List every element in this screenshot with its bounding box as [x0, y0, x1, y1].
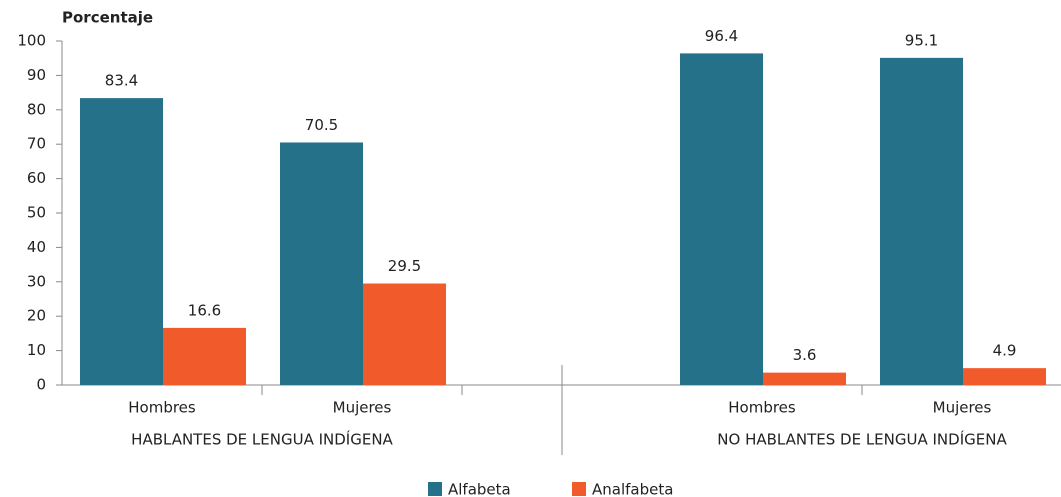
y-tick-label: 0 — [36, 376, 46, 394]
value-label: 70.5 — [305, 116, 338, 134]
legend-swatch — [428, 482, 442, 496]
value-label: 4.9 — [993, 342, 1017, 360]
value-label: 16.6 — [188, 301, 221, 319]
x-tick-label: Hombres — [128, 399, 196, 417]
bar — [963, 368, 1046, 385]
x-tick-label: Mujeres — [933, 399, 992, 417]
bar — [680, 53, 763, 385]
bar — [363, 284, 446, 385]
bar — [80, 98, 163, 385]
bar — [163, 328, 246, 385]
value-label: 95.1 — [905, 31, 938, 49]
legend-label: Alfabeta — [448, 481, 511, 497]
y-tick-label: 80 — [27, 100, 46, 118]
bar — [763, 373, 846, 385]
y-tick-label: 90 — [27, 66, 46, 84]
y-tick-label: 50 — [27, 204, 46, 222]
y-tick-label: 60 — [27, 169, 46, 187]
group-label: NO HABLANTES DE LENGUA INDÍGENA — [717, 430, 1007, 449]
x-tick-label: Hombres — [728, 399, 796, 417]
value-label: 3.6 — [793, 346, 817, 364]
x-tick-label: Mujeres — [333, 399, 392, 417]
y-tick-label: 100 — [17, 32, 46, 50]
chart: Porcentaje 0 10 20 30 40 50 60 70 80 90 100 Hombres… — [0, 0, 1061, 497]
bar — [280, 142, 363, 385]
value-label: 96.4 — [705, 27, 738, 45]
y-axis-title: Porcentaje — [62, 9, 153, 27]
group-label: HABLANTES DE LENGUA INDÍGENA — [131, 430, 393, 449]
y-tick-label: 70 — [27, 135, 46, 153]
legend-label: Analfabeta — [592, 481, 673, 497]
y-tick-label: 40 — [27, 238, 46, 256]
value-label: 29.5 — [388, 257, 421, 275]
bar — [880, 58, 963, 385]
value-label: 83.4 — [105, 72, 138, 90]
y-tick-label: 10 — [27, 341, 46, 359]
y-tick-label: 20 — [27, 307, 46, 325]
legend-swatch — [572, 482, 586, 496]
y-tick-label: 30 — [27, 272, 46, 290]
